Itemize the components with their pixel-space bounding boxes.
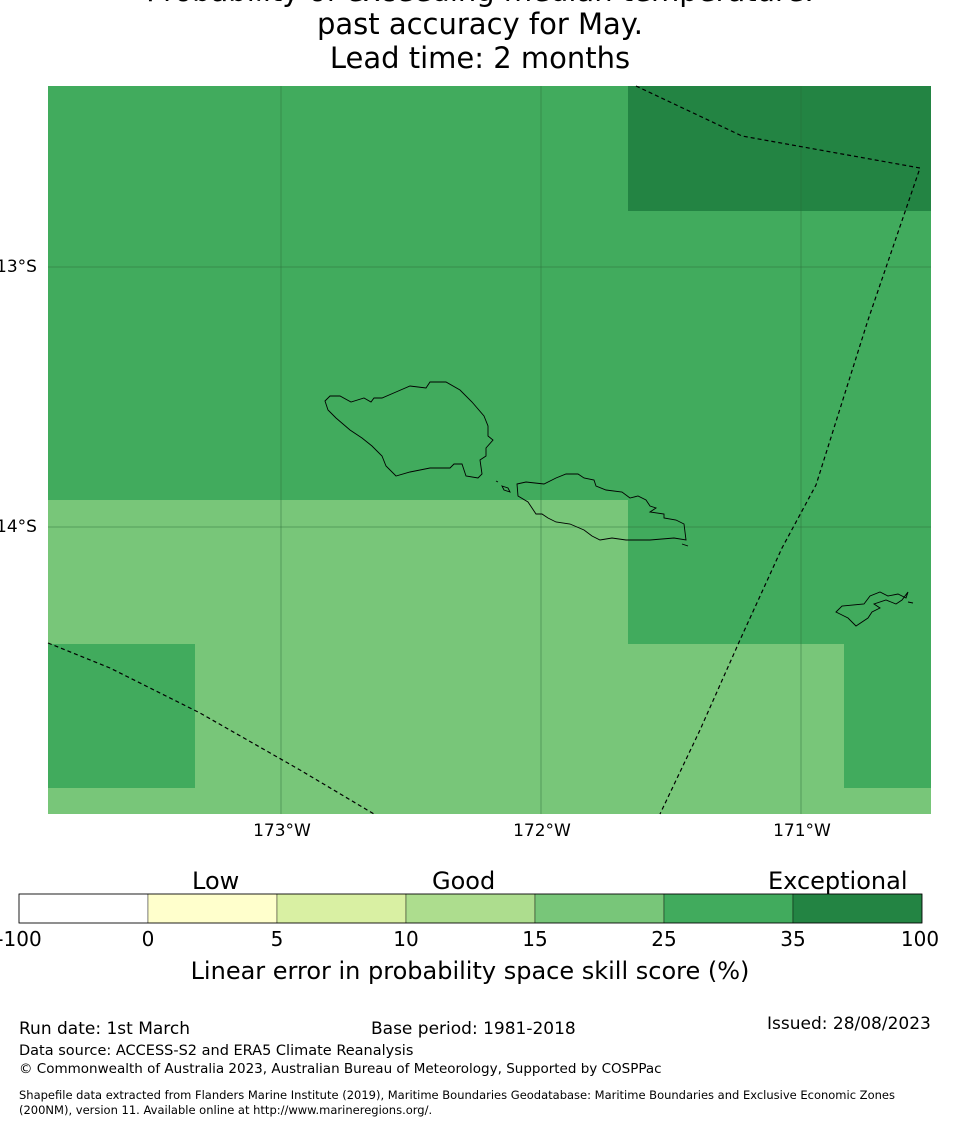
map-title-line-3: Lead time: 2 months — [329, 41, 631, 75]
apolima-island — [495, 480, 499, 483]
colorbar-title: Linear error in probability space skill … — [190, 957, 750, 985]
tutuila-island — [835, 591, 909, 627]
eez-boundary-line — [635, 85, 921, 815]
colorbar-swatch — [405, 893, 536, 924]
skill-grid — [48, 86, 931, 814]
colorbar-swatch — [663, 893, 794, 924]
map-title-line-2: past accuracy for May. — [316, 7, 644, 41]
upolu-tip — [681, 543, 689, 547]
manono-island — [501, 485, 511, 493]
skill-cell-medium — [48, 644, 195, 788]
graticule — [48, 86, 931, 814]
base-period: Base period: 1981-2018 — [371, 1019, 576, 1039]
eez-boundary-line — [47, 642, 375, 815]
lat-label-13s: 13°S — [0, 257, 37, 277]
colorbar-tick: 0 — [141, 927, 155, 951]
aunuu-island — [907, 601, 914, 604]
colorbar-frame — [18, 893, 923, 924]
colorbar-swatch — [276, 893, 407, 924]
colorbar-tick: 5 — [270, 927, 284, 951]
map-figure — [18, 85, 931, 924]
map-title-line-1: Probability of exceeding median temperat… — [0, 0, 960, 8]
lon-label-172w: 172°W — [513, 821, 571, 841]
savaii-island — [324, 381, 494, 479]
colorbar-tick: 10 — [393, 927, 419, 951]
shapefile-credit-line-1: Shapefile data extracted from Flanders M… — [19, 1088, 895, 1102]
run-date: Run date: 1st March — [19, 1019, 191, 1039]
colorbar-swatch — [147, 893, 278, 924]
skill-cell-low — [628, 644, 844, 814]
lon-label-173w: 173°W — [253, 821, 311, 841]
colorbar-tick: 25 — [651, 927, 677, 951]
colorbar-swatch — [792, 893, 923, 924]
skill-cell-high — [628, 86, 931, 211]
colorbar — [18, 893, 923, 924]
shapefile-credit-line-2: (200NM), version 11. Available online at… — [19, 1103, 433, 1117]
lat-label-14s: 14°S — [0, 517, 37, 537]
colorbar-tick: 35 — [780, 927, 806, 951]
colorbar-tick: 15 — [522, 927, 548, 951]
colorbar-swatch — [534, 893, 665, 924]
colorbar-swatches — [18, 893, 923, 924]
colorbar-category-good: Good — [432, 867, 496, 895]
lon-label-171w: 171°W — [773, 821, 831, 841]
colorbar-tick: -100 — [0, 927, 42, 951]
data-source: Data source: ACCESS-S2 and ERA5 Climate … — [19, 1043, 414, 1059]
colorbar-category-low: Low — [192, 867, 240, 895]
upolu-island — [516, 473, 687, 541]
land-outlines — [324, 381, 914, 627]
colorbar-swatch — [18, 893, 149, 924]
colorbar-category-exceptional: Exceptional — [768, 867, 908, 895]
eez-boundary — [47, 85, 921, 815]
issued-date: Issued: 28/08/2023 — [767, 1014, 931, 1034]
colorbar-tick: 100 — [900, 927, 940, 951]
skill-cell-low — [844, 788, 931, 814]
copyright: © Commonwealth of Australia 2023, Austra… — [19, 1061, 662, 1077]
